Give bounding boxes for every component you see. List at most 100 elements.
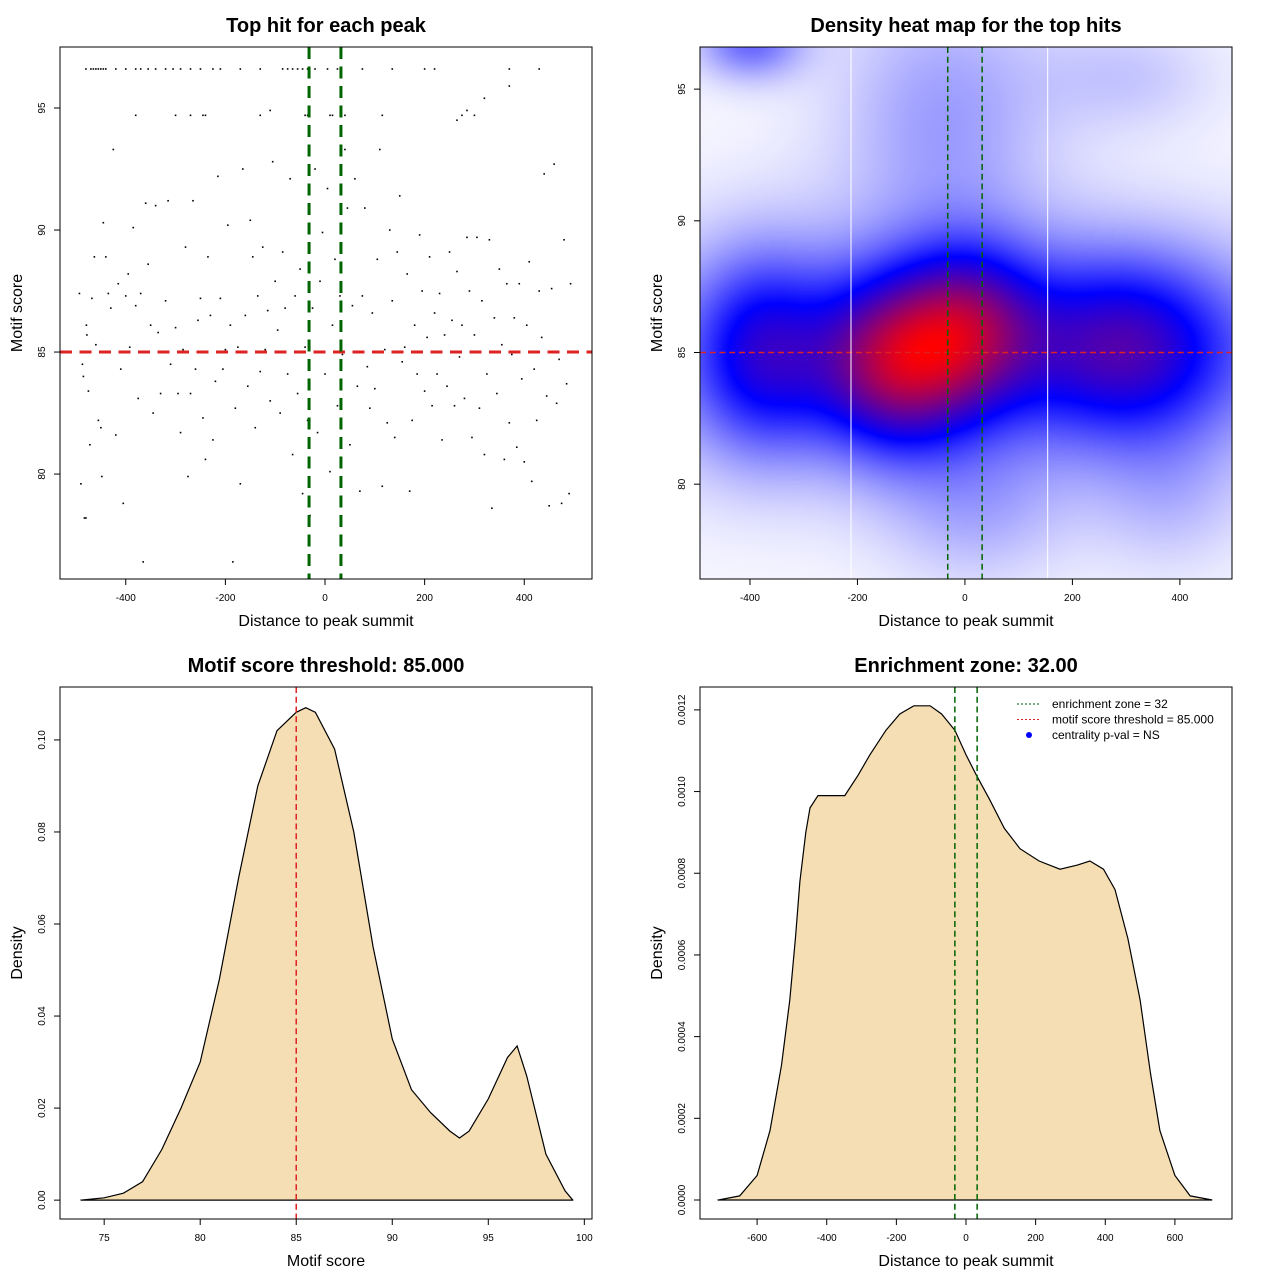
scatter-point (393, 436, 396, 439)
scatter-point (152, 412, 154, 414)
scatter-point (214, 380, 217, 383)
y-tick-label: 85 (37, 346, 48, 358)
scatter-point (237, 346, 239, 348)
scatter-point (383, 348, 386, 351)
scatter-point (458, 356, 461, 358)
scatter-point (336, 68, 339, 70)
y-tick-label: 0.08 (37, 822, 48, 842)
scatter-point (550, 287, 553, 290)
scatter-point (336, 404, 339, 407)
scatter-point (483, 453, 486, 456)
scatter-point (212, 68, 214, 70)
scatter-point (408, 490, 411, 492)
x-axis-label: Motif score (287, 1253, 365, 1270)
scatter-point (488, 238, 491, 241)
scatter-point (197, 319, 199, 322)
panel-2: -400 -200 0 200 400 80 85 90 95 Density heat map … (649, 15, 1233, 630)
x-tick-label: 95 (483, 1233, 495, 1244)
scatter-point (558, 358, 560, 361)
scatter-point (119, 368, 122, 370)
scatter-point (127, 273, 130, 275)
x-tick-label: 400 (1172, 593, 1189, 604)
scatter-point (533, 368, 536, 370)
scatter-point (361, 68, 364, 70)
scatter-point (548, 504, 550, 507)
scatter-point (95, 343, 97, 346)
scatter-point (144, 202, 147, 204)
scatter-point (314, 68, 316, 70)
scatter-point (296, 68, 299, 70)
scatter-point (441, 439, 443, 441)
scatter-point (401, 361, 404, 363)
scatter-point (304, 346, 306, 348)
scatter-point (304, 114, 306, 117)
legend-label: motif score threshold = 85.000 (1052, 713, 1214, 727)
scatter-point (481, 299, 483, 302)
scatter-point (476, 236, 478, 239)
density-heatmap (700, 47, 1232, 579)
scatter-point (491, 507, 493, 510)
scatter-point (329, 470, 331, 473)
scatter-point (438, 292, 441, 295)
x-tick-label: -400 (740, 593, 760, 604)
scatter-point (90, 68, 92, 70)
scatter-point (87, 390, 90, 392)
scatter-point (83, 517, 86, 519)
scatter-point (91, 297, 93, 300)
scatter-point (331, 114, 334, 117)
scatter-point (124, 68, 127, 70)
y-tick-label: 0.0002 (677, 1103, 688, 1134)
x-axis-label: Distance to peak summit (238, 613, 414, 630)
scatter-point (569, 282, 572, 285)
scatter-point (107, 292, 110, 295)
scatter-point (466, 236, 468, 239)
scatter-point (361, 295, 364, 297)
scatter-point (403, 346, 406, 348)
y-tick-label: 0.0012 (677, 694, 688, 725)
scatter-point (128, 346, 131, 348)
scatter-point (535, 419, 538, 422)
scatter-point (266, 309, 269, 312)
scatter-point (244, 314, 247, 317)
scatter-point (520, 378, 523, 380)
scatter-point (189, 392, 192, 395)
x-tick-label: -400 (116, 593, 136, 604)
scatter-point (134, 68, 137, 70)
scatter-point (154, 68, 157, 70)
scatter-point (555, 402, 558, 405)
scatter-point (443, 334, 446, 336)
scatter-point (204, 458, 207, 461)
scatter-point (431, 404, 433, 407)
scatter-point (219, 68, 222, 70)
scatter-point (496, 392, 498, 395)
scatter-point (286, 373, 289, 375)
scatter-point (95, 68, 97, 70)
x-tick-label: 90 (387, 1233, 399, 1244)
plot-frame (59, 46, 593, 580)
scatter-point (451, 319, 453, 322)
scatter-point (515, 446, 518, 449)
y-tick-label: 0.10 (37, 730, 48, 750)
scatter-point (249, 219, 252, 222)
scatter-point (89, 443, 91, 446)
scatter-point (132, 226, 135, 229)
scatter-point (105, 68, 107, 70)
scatter-point (92, 68, 95, 70)
scatter-point (207, 256, 209, 258)
scatter-point (154, 204, 157, 207)
scatter-point (359, 490, 361, 492)
scatter-point (346, 207, 349, 209)
scatter-point (251, 256, 254, 258)
x-tick-label: 80 (195, 1233, 207, 1244)
x-tick-label: -400 (817, 1233, 837, 1244)
scatter-point (446, 385, 448, 388)
scatter-point (553, 163, 555, 165)
scatter-point (423, 390, 426, 392)
scatter-point (259, 370, 262, 373)
x-axis-label: Distance to peak summit (878, 1253, 1054, 1270)
scatter-point (334, 258, 336, 261)
scatter-point (540, 336, 543, 339)
scatter-point (448, 251, 451, 253)
chart-title: Enrichment zone: 32.00 (854, 655, 1077, 677)
